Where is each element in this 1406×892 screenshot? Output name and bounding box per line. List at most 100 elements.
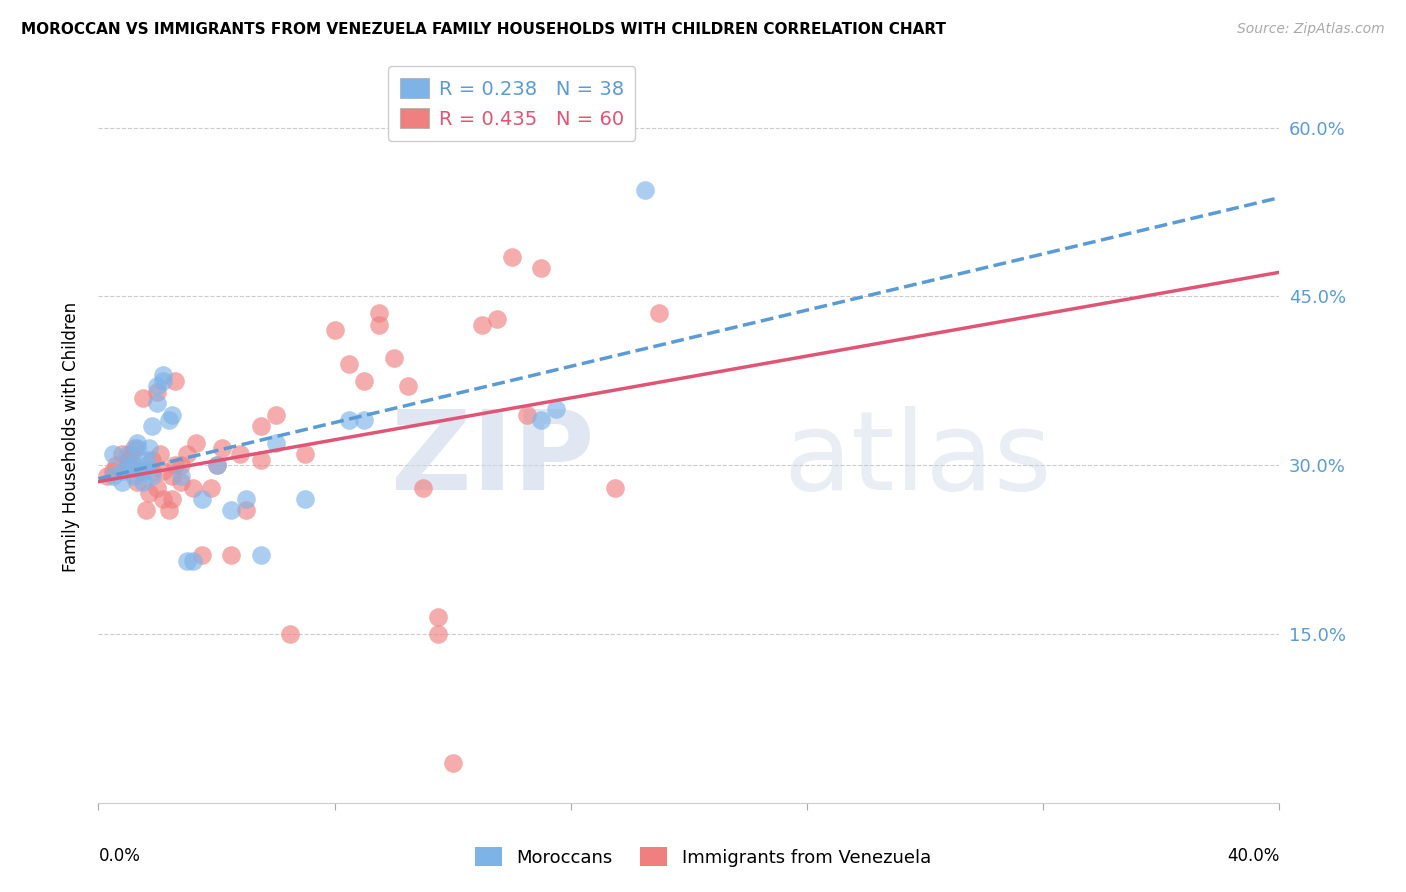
Point [235, 491, 257, 506]
Point [184, 435, 207, 450]
Point [280, 627, 302, 641]
Point [103, 464, 125, 478]
Point [205, 458, 228, 473]
Point [176, 447, 198, 461]
Text: MOROCCAN VS IMMIGRANTS FROM VENEZUELA FAMILY HOUSEHOLDS WITH CHILDREN CORRELATIO: MOROCCAN VS IMMIGRANTS FROM VENEZUELA FA… [21, 22, 946, 37]
Point [368, 306, 391, 320]
Point [176, 554, 198, 568]
Point [211, 442, 233, 456]
Y-axis label: Family Households with Children: Family Households with Children [62, 302, 80, 572]
Point [152, 491, 174, 506]
Text: Source: ZipAtlas.com: Source: ZipAtlas.com [1237, 22, 1385, 37]
Point [353, 374, 375, 388]
Point [125, 435, 148, 450]
Text: ZIP: ZIP [391, 406, 595, 513]
Point [181, 554, 204, 568]
Point [486, 312, 509, 326]
Text: 0.0%: 0.0% [98, 847, 141, 864]
Point [530, 261, 553, 276]
Point [339, 357, 361, 371]
Point [103, 469, 125, 483]
Point [122, 458, 145, 473]
Point [146, 379, 169, 393]
Point [221, 548, 243, 562]
Point [398, 379, 420, 393]
Point [152, 368, 174, 383]
Point [128, 464, 150, 478]
Point [339, 413, 361, 427]
Point [250, 418, 273, 433]
Point [157, 413, 180, 427]
Point [323, 323, 346, 337]
Point [125, 442, 148, 456]
Point [162, 491, 183, 506]
Point [146, 396, 169, 410]
Point [165, 458, 187, 473]
Point [412, 481, 434, 495]
Point [146, 481, 169, 495]
Point [132, 391, 155, 405]
Point [141, 418, 163, 433]
Point [152, 464, 174, 478]
Point [157, 503, 180, 517]
Point [264, 408, 287, 422]
Legend: R = 0.238   N = 38, R = 0.435   N = 60: R = 0.238 N = 38, R = 0.435 N = 60 [388, 66, 636, 141]
Point [141, 469, 163, 483]
Point [120, 447, 142, 461]
Point [135, 458, 157, 473]
Point [501, 250, 523, 264]
Point [146, 385, 169, 400]
Point [181, 481, 204, 495]
Point [162, 469, 183, 483]
Point [368, 318, 391, 332]
Point [117, 452, 139, 467]
Point [170, 469, 193, 483]
Point [229, 447, 252, 461]
Point [117, 458, 139, 473]
Point [605, 481, 627, 495]
Point [162, 408, 183, 422]
Point [634, 182, 657, 196]
Point [141, 464, 163, 478]
Point [264, 435, 287, 450]
Point [117, 458, 139, 473]
Legend: Moroccans, Immigrants from Venezuela: Moroccans, Immigrants from Venezuela [468, 840, 938, 874]
Point [530, 413, 553, 427]
Point [427, 627, 450, 641]
Point [135, 503, 157, 517]
Point [221, 503, 243, 517]
Point [353, 413, 375, 427]
Text: 40.0%: 40.0% [1227, 847, 1279, 864]
Point [250, 548, 273, 562]
Point [294, 491, 316, 506]
Point [294, 447, 316, 461]
Point [122, 469, 145, 483]
Point [382, 351, 405, 366]
Point [122, 442, 145, 456]
Point [170, 475, 193, 489]
Point [516, 408, 538, 422]
Point [427, 610, 450, 624]
Point [138, 442, 160, 456]
Point [191, 548, 214, 562]
Point [205, 458, 228, 473]
Point [135, 452, 157, 467]
Point [170, 458, 193, 473]
Point [441, 756, 464, 771]
Point [111, 475, 134, 489]
Point [152, 374, 174, 388]
Point [111, 447, 134, 461]
Point [149, 447, 172, 461]
Point [648, 306, 671, 320]
Text: atlas: atlas [783, 406, 1052, 513]
Point [117, 447, 139, 461]
Point [105, 458, 128, 473]
Point [191, 491, 214, 506]
Point [138, 486, 160, 500]
Point [132, 475, 155, 489]
Point [125, 475, 148, 489]
Point [132, 464, 155, 478]
Point [111, 464, 134, 478]
Point [103, 447, 125, 461]
Point [200, 481, 222, 495]
